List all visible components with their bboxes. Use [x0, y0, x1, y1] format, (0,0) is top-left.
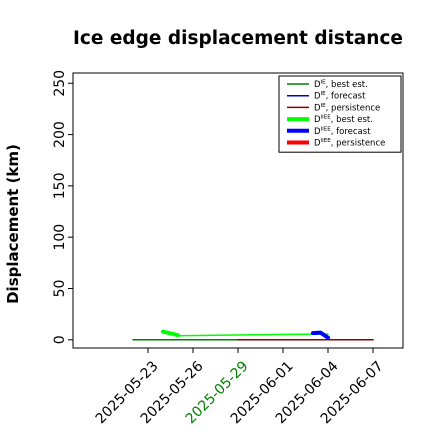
series-line-3	[162, 330, 329, 337]
y-tick-label-5: 250	[52, 70, 68, 97]
y-tick-label-0: 0	[52, 335, 68, 344]
y-tick-label-4: 200	[52, 121, 68, 148]
legend-entry-2: DIE, persistence	[314, 103, 380, 114]
y-tick-label-3: 150	[52, 173, 68, 200]
legend-entry-0: DIE, best est.	[314, 80, 368, 91]
y-axis-label: Displacement (km)	[4, 144, 22, 304]
legend-box	[278, 75, 402, 153]
legend-entry-4: DIIEE, forecast	[314, 126, 371, 137]
y-tick-label-1: 50	[52, 280, 68, 298]
legend-entry-1: DIE, forecast	[314, 91, 366, 102]
legend-entry-5: DIIEE, persistence	[314, 138, 385, 149]
series-line-4	[311, 330, 330, 340]
plot-area	[132, 329, 374, 341]
chart-title: Ice edge displacement distance	[73, 28, 403, 49]
legend-entry-3: DIIEE, best est.	[314, 115, 373, 126]
series-segment-0	[161, 329, 180, 338]
y-tick-label-2: 100	[52, 224, 68, 251]
